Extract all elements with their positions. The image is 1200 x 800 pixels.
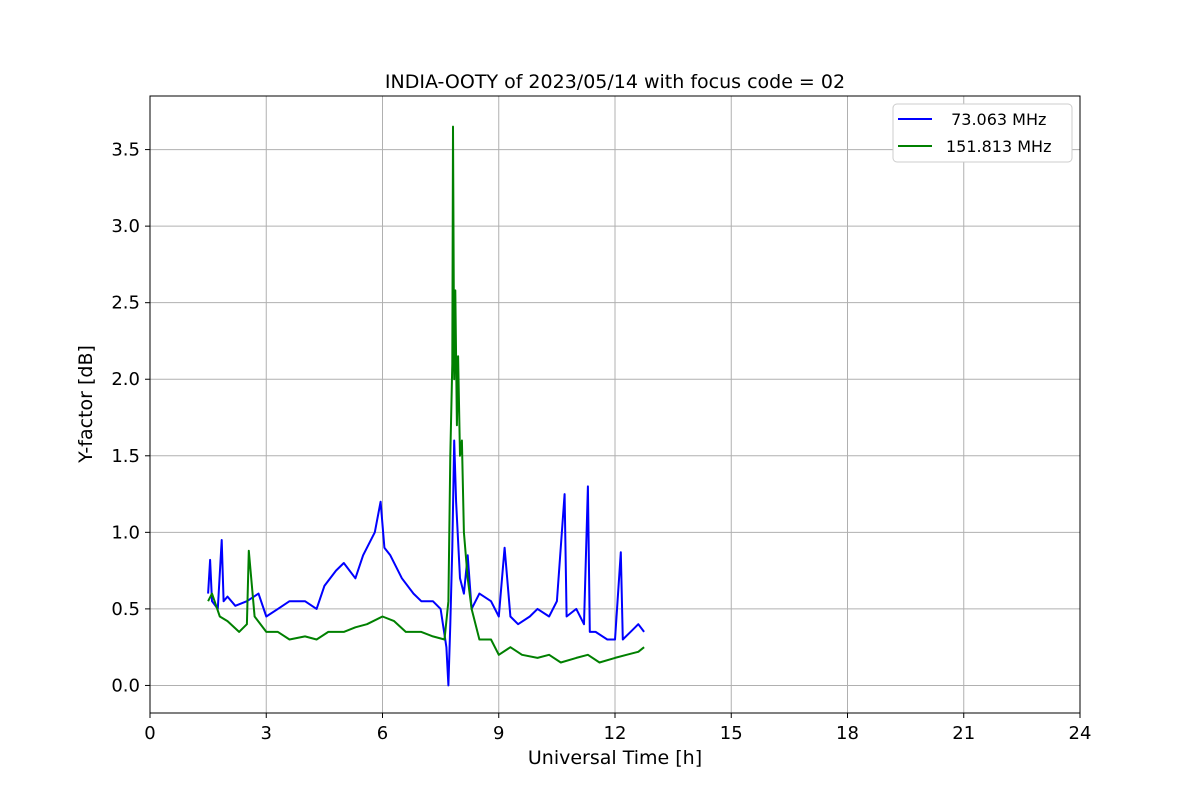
y-tick-label: 1.5: [111, 446, 140, 467]
y-tick-label: 0.0: [111, 675, 140, 696]
x-tick-label: 0: [144, 723, 155, 744]
legend-label-series-2: 151.813 MHz: [946, 137, 1051, 156]
x-tick-label: 12: [604, 723, 627, 744]
y-tick-label: 1.0: [111, 522, 140, 543]
legend: 73.063 MHz 151.813 MHz: [892, 103, 1073, 163]
axis-ticks: 0 3 6 9 12 15 18 21 24 0.0 0.5 1.0 1.5 2.0 2.5 3.0 3.5: [111, 140, 1091, 744]
legend-label-series-1: 73.063 MHz: [946, 110, 1046, 129]
series-line-2: [207, 125, 645, 664]
chart-title: INDIA-OOTY of 2023/05/14 with focus code…: [385, 71, 845, 93]
y-tick-label: 0.5: [111, 599, 140, 620]
y-axis-label: Y-factor [dB]: [75, 345, 97, 464]
series-line-1: [207, 439, 645, 687]
y-tick-label: 2.0: [111, 369, 140, 390]
plot-series: [207, 125, 645, 687]
y-tick-label: 3.0: [111, 216, 140, 237]
x-tick-label: 9: [493, 723, 504, 744]
y-tick-label: 2.5: [111, 293, 140, 314]
legend-box: [892, 103, 1073, 163]
x-tick-label: 6: [377, 723, 388, 744]
x-tick-label: 3: [261, 723, 272, 744]
x-axis-label: Universal Time [h]: [528, 747, 702, 769]
x-tick-label: 15: [720, 723, 743, 744]
y-tick-label: 3.5: [111, 140, 140, 161]
x-tick-label: 21: [952, 723, 975, 744]
x-tick-label: 24: [1069, 723, 1092, 744]
x-tick-label: 18: [836, 723, 859, 744]
